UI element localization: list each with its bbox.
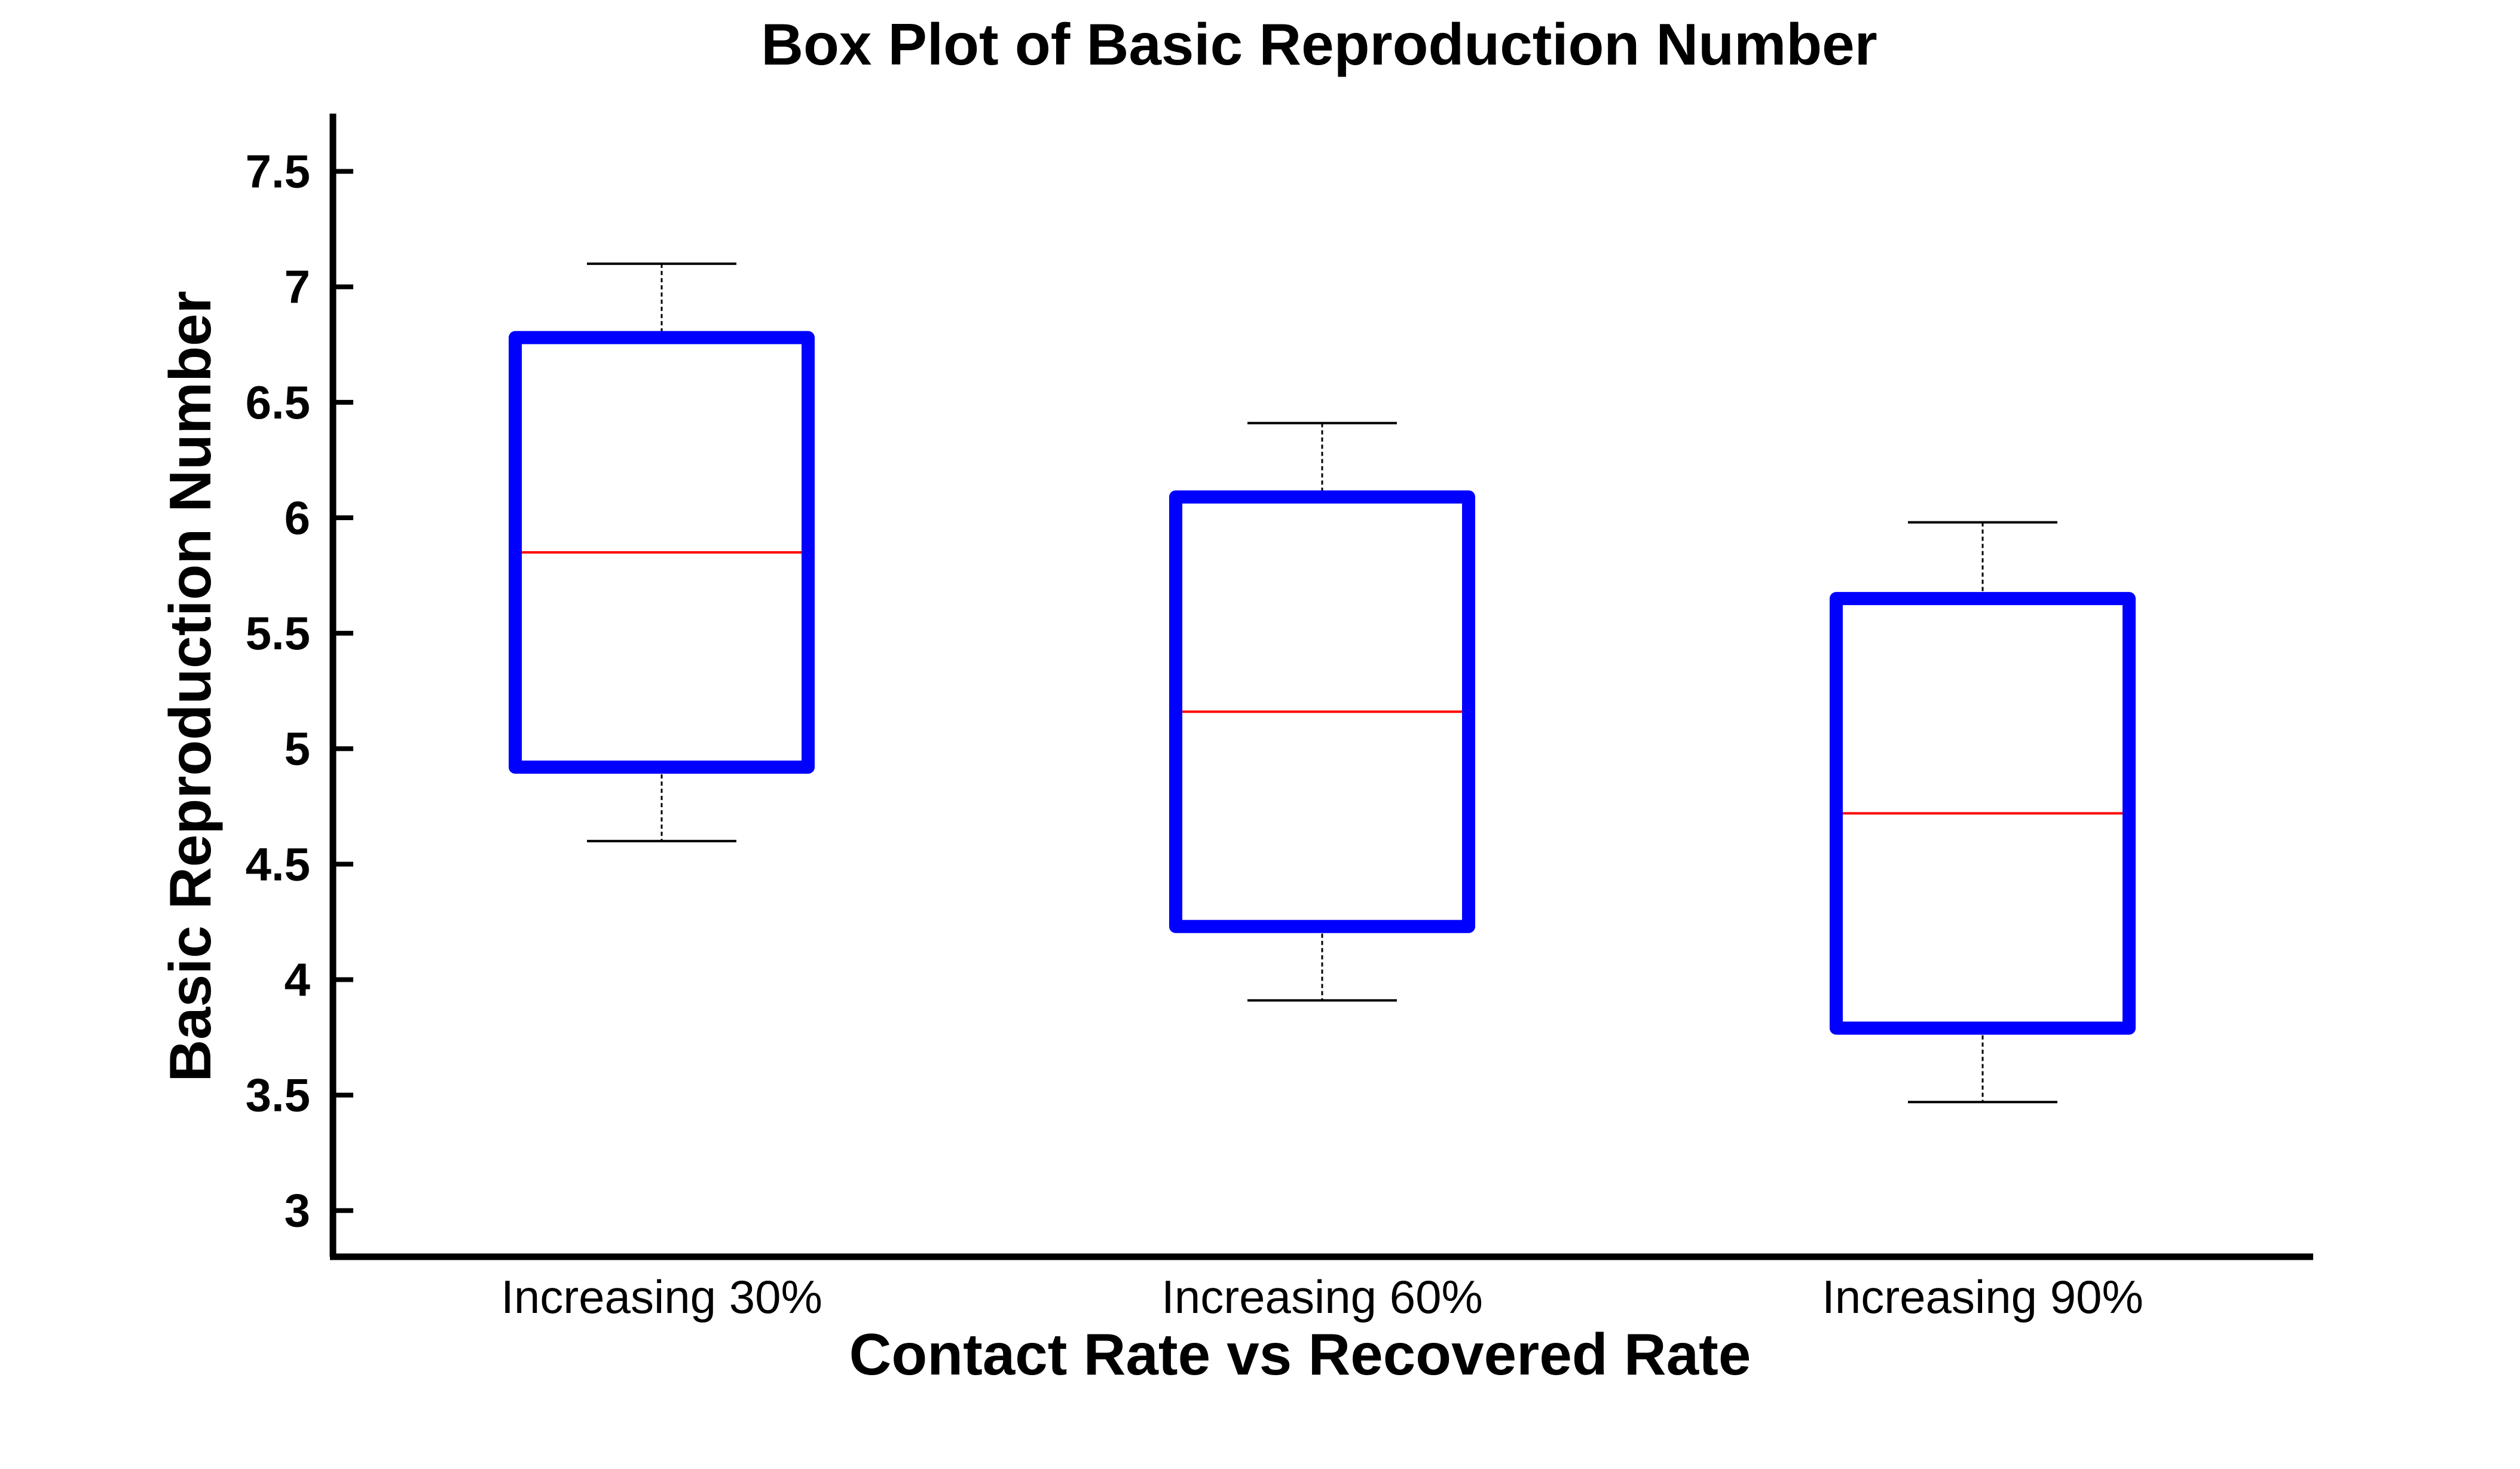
x-category-label: Increasing 90%: [1822, 1271, 2143, 1323]
chart-title: Box Plot of Basic Reproduction Number: [761, 11, 1877, 77]
y-tick-label: 7: [285, 261, 310, 313]
y-tick-label: 7.5: [246, 145, 310, 198]
y-tick-label: 6.5: [246, 376, 310, 429]
box-rect: [509, 331, 815, 774]
x-category-label: Increasing 60%: [1161, 1271, 1483, 1323]
x-category-label: Increasing 30%: [501, 1271, 822, 1323]
y-axis-title: Basic Reproduction Number: [157, 291, 223, 1082]
y-tick-label: 6: [285, 491, 310, 544]
x-axis-title: Contact Rate vs Recovered Rate: [849, 1321, 1751, 1387]
y-tick-label: 4.5: [246, 838, 310, 890]
y-tick-label: 3.5: [246, 1069, 310, 1122]
plot-area: 3 3.5 4 4.5 5 5.5 6 6.5 7 7.5 Increasing 30% Increa…: [246, 114, 2313, 1323]
y-tick-label: 5.5: [246, 607, 310, 659]
y-tick-label: 5: [285, 722, 310, 775]
box-rect: [1169, 490, 1475, 933]
box-rect: [1830, 592, 2136, 1035]
y-tick-label: 3: [285, 1184, 310, 1237]
y-tick-label: 4: [285, 953, 310, 1006]
